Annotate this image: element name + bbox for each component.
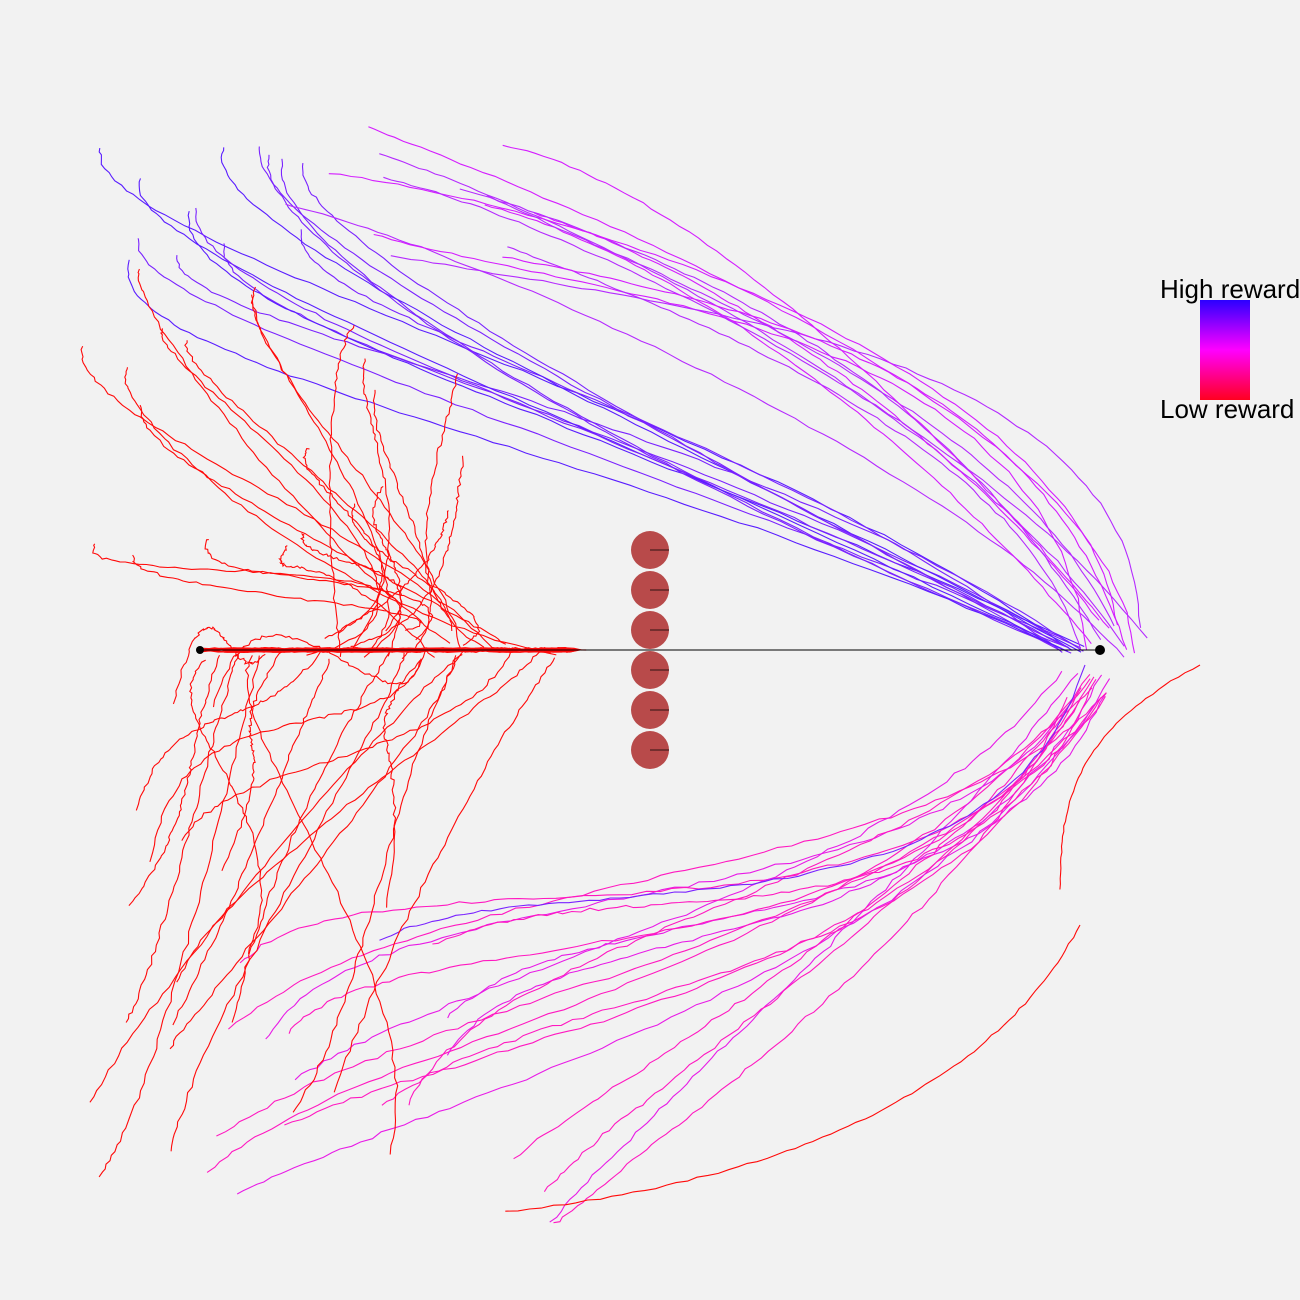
legend-colorbar (1200, 300, 1250, 400)
trajectory-line (333, 657, 556, 1093)
trajectory-line (507, 246, 1082, 651)
trajectory-line (379, 153, 1125, 647)
trajectory-line (350, 455, 464, 647)
obstacle-column (631, 531, 669, 769)
trajectory-line (502, 256, 1128, 650)
legend-low-label: Low reward (1160, 394, 1294, 424)
start-marker (196, 646, 204, 654)
trajectory-line (302, 448, 384, 634)
trajectory-line (128, 654, 220, 906)
trajectory-line (383, 176, 1148, 639)
trajectory-line (215, 647, 563, 653)
trajectory-line (216, 692, 1107, 1137)
trajectory-line (533, 212, 1100, 621)
trajectory-line (447, 692, 1107, 1019)
trajectory-line (220, 147, 1082, 653)
trajectory-line (372, 485, 403, 657)
trajectory-line (549, 673, 1079, 1223)
trajectory-line (172, 626, 266, 705)
trajectory-line (135, 651, 322, 811)
trajectory-line (131, 554, 422, 631)
trajectory-line (231, 652, 390, 1023)
trajectory-line (221, 649, 285, 872)
trajectory-line (328, 324, 355, 657)
trajectory-line (292, 650, 465, 1113)
trajectory-line (184, 340, 453, 632)
trajectory-line (484, 204, 1092, 645)
trajectory-line (125, 654, 239, 1023)
trajectory-line (300, 229, 1063, 653)
trajectory-line (424, 373, 485, 648)
trajectory-line (352, 358, 391, 649)
trajectory-line (98, 148, 1073, 651)
trajectory-line (172, 658, 330, 1026)
trajectory-line (206, 673, 1091, 1173)
trajectory-line (513, 678, 1091, 1160)
trajectory-line (432, 697, 1102, 945)
trajectory-line (239, 696, 1106, 964)
trajectory-line (212, 633, 422, 708)
trajectory-line (138, 178, 1068, 652)
trajectory-line (284, 696, 1068, 1126)
trajectory-line (169, 655, 457, 1050)
trajectory-line (505, 924, 1081, 1212)
trajectory-line (543, 699, 1081, 1192)
trajectory-line (285, 203, 1125, 658)
trajectory-line (368, 126, 1136, 654)
trajectory-line (379, 664, 1086, 941)
trajectory-line (92, 543, 402, 658)
trajectory-line (160, 328, 381, 656)
trajectory-line (1059, 664, 1201, 890)
trajectory-line (351, 503, 481, 646)
goal-marker (1095, 645, 1105, 655)
trajectory-line (250, 294, 391, 652)
trajectory-line (502, 144, 1110, 629)
trajectory-line (181, 652, 512, 841)
trajectory-line (486, 194, 1115, 627)
trajectory-line (80, 345, 495, 650)
trajectory-line (266, 154, 1068, 648)
trajectory-line (139, 404, 507, 645)
trajectory-line (553, 687, 1082, 1224)
trajectory-line (195, 207, 1066, 647)
trajectory-line (301, 163, 1070, 649)
trajectory-line (98, 655, 260, 1178)
legend-high-label: High reward (1160, 274, 1300, 304)
trajectory-line (89, 654, 463, 1103)
trajectory-line (328, 173, 1119, 626)
trajectory-line (459, 188, 1102, 641)
reward-legend: High reward Low reward (1160, 274, 1300, 424)
trajectory-line (176, 255, 1084, 652)
trajectory-line (170, 652, 405, 1152)
trajectory-line (324, 510, 449, 639)
trajectory-line (390, 255, 1142, 628)
trajectory-line (408, 687, 1093, 1106)
trajectory-line (204, 539, 434, 641)
trajectory-line (294, 670, 1063, 1081)
trajectory-line (189, 659, 263, 954)
trajectory-line (372, 389, 433, 660)
trajectory-layer (80, 126, 1201, 1224)
trajectory-line (228, 692, 1107, 1030)
trajectory-line (149, 650, 426, 863)
trajectory-line (124, 367, 557, 656)
trajectory-line (381, 679, 1097, 1106)
trajectory-line (176, 651, 541, 983)
trajectory-line (127, 259, 1062, 650)
trajectory-line (236, 678, 1111, 1195)
trajectory-line (137, 238, 1082, 649)
